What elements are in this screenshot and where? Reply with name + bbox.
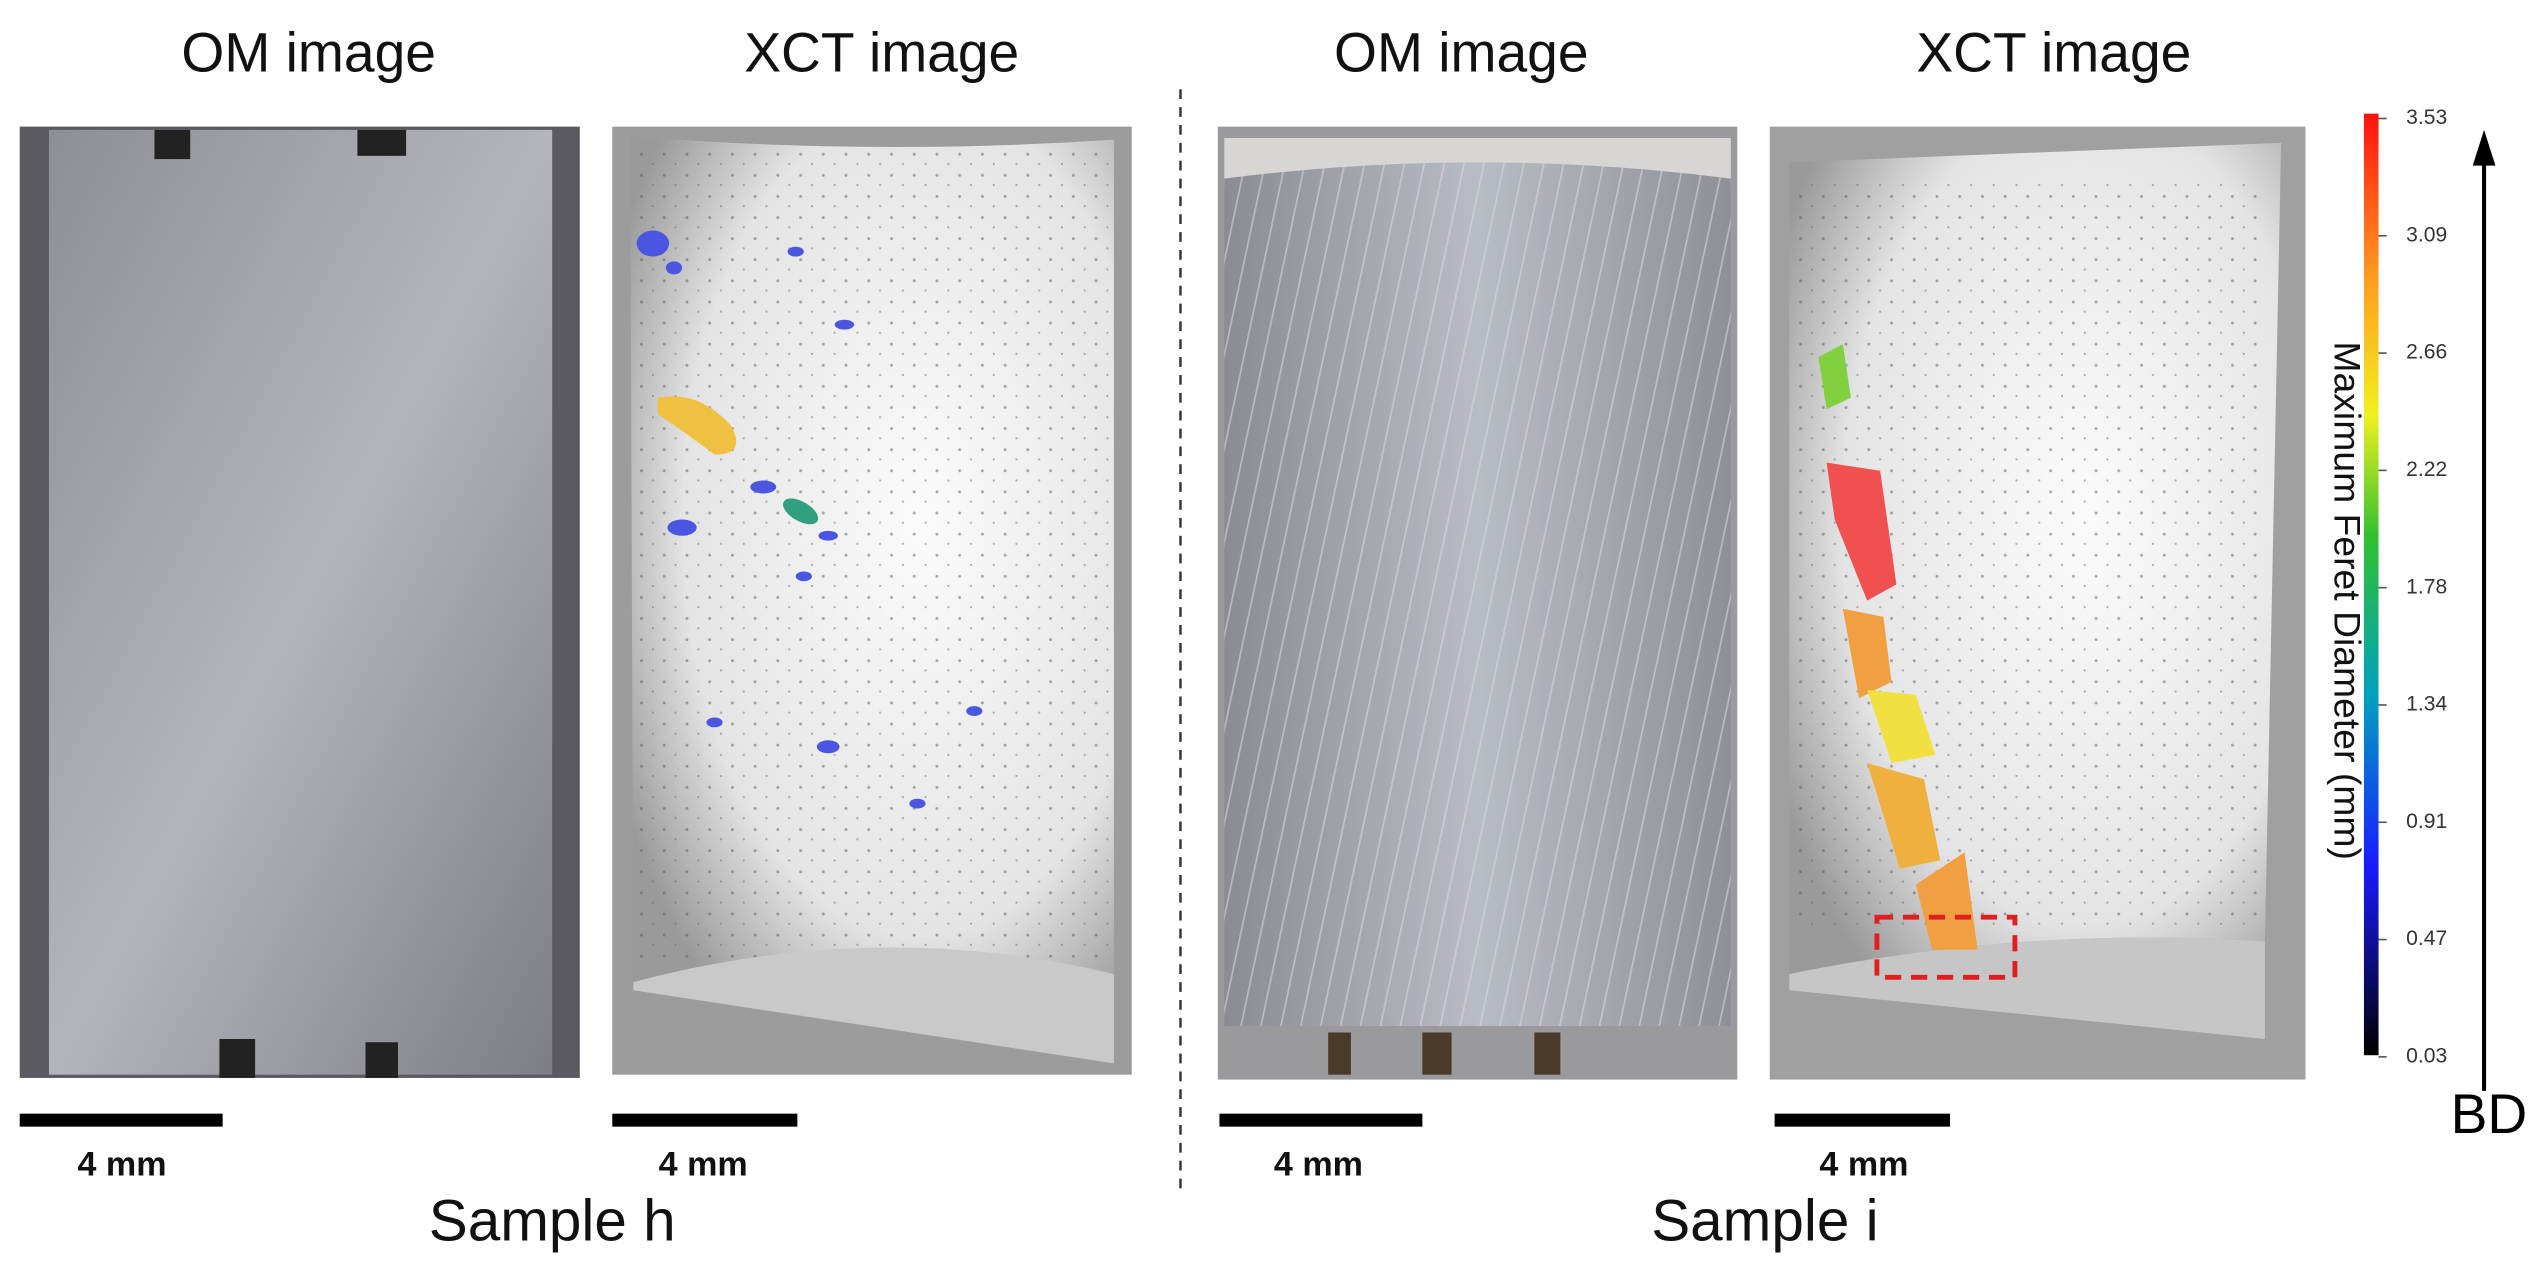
colorbar-tick-label: 3.53: [2406, 106, 2447, 129]
scale-bar: [1219, 1113, 1423, 1127]
panel-title: XCT image: [1916, 21, 2191, 83]
xct-image-h: [612, 126, 1132, 1075]
om-image-i: [1217, 126, 1738, 1080]
sample-label: Sample i: [1651, 1188, 1878, 1253]
scale-label: 4 mm: [659, 1145, 748, 1183]
scale-bar: [19, 1113, 223, 1127]
panel-title: XCT image: [744, 21, 1019, 83]
xct-image-i: [1769, 126, 2306, 1080]
colorbar: [2363, 113, 2379, 1056]
colorbar-tick-label: 0.91: [2406, 810, 2447, 833]
colorbar-tick-label: 3.09: [2406, 223, 2447, 246]
colorbar-tick-label: 1.34: [2406, 693, 2447, 716]
colorbar-label: Maximum Feret Diameter (mm): [2327, 341, 2369, 859]
colorbar-tick-label: 2.66: [2406, 341, 2447, 364]
bd-label: BD: [2451, 1083, 2528, 1145]
panel-title: OM image: [1334, 21, 1589, 83]
scale-bars: [19, 1113, 1950, 1127]
colorbar-tick-label: 0.03: [2406, 1044, 2447, 1067]
bd-arrowhead: [2472, 129, 2496, 166]
scale-label: 4 mm: [1819, 1145, 1908, 1183]
colorbar-ticks: 3.53 3.09 2.66 2.22 1.78 1.34 0.91 0.47 0.03: [2378, 106, 2447, 1067]
colorbar-tick-label: 2.22: [2406, 458, 2447, 481]
scale-bar: [1774, 1113, 1950, 1127]
panel-title: OM image: [181, 21, 436, 83]
scale-bar: [612, 1113, 798, 1127]
scale-label: 4 mm: [77, 1145, 166, 1183]
colorbar-tick-label: 1.78: [2406, 575, 2447, 598]
sample-label: Sample h: [429, 1188, 676, 1253]
om-image-h: [19, 126, 580, 1078]
scale-label: 4 mm: [1274, 1145, 1363, 1183]
colorbar-tick-label: 0.47: [2406, 927, 2447, 950]
